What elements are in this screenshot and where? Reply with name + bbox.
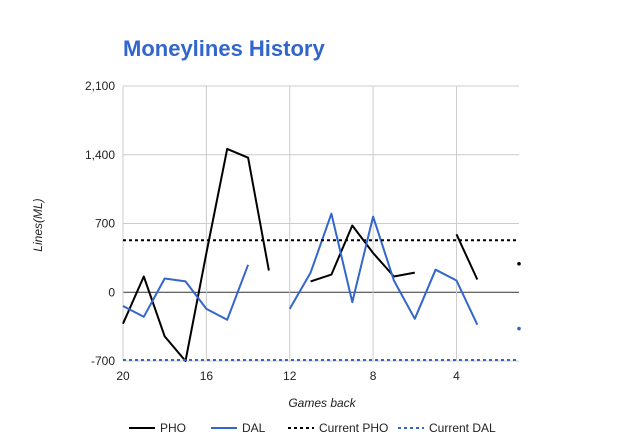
pho-line bbox=[122, 147, 270, 362]
x-axis-title: Games back bbox=[288, 396, 356, 410]
legend-label-current-dal: Current DAL bbox=[429, 421, 496, 435]
series-lines bbox=[122, 147, 521, 362]
legend-label-dal: DAL bbox=[242, 421, 266, 435]
x-tick-label: 16 bbox=[200, 369, 214, 383]
x-tick-label: 8 bbox=[370, 369, 377, 383]
legend-label-current-pho: Current PHO bbox=[319, 421, 388, 435]
x-tick-label: 4 bbox=[453, 369, 460, 383]
pho-point bbox=[517, 261, 521, 266]
chart-title: Moneylines History bbox=[123, 36, 325, 61]
y-axis-title: Lines(ML) bbox=[31, 198, 45, 251]
pho-line bbox=[455, 233, 479, 280]
dal-line bbox=[122, 264, 250, 321]
x-tick-label: 20 bbox=[116, 369, 130, 383]
legend: PHO DAL Current PHO Current DAL bbox=[129, 421, 496, 435]
y-tick-label: -700 bbox=[91, 354, 115, 368]
y-tick-label: 0 bbox=[108, 285, 115, 299]
y-tick-label: 1,400 bbox=[85, 148, 115, 162]
x-tick-label: 12 bbox=[283, 369, 297, 383]
dal-point bbox=[517, 326, 521, 331]
y-tick-label: 2,100 bbox=[85, 79, 115, 93]
grid bbox=[122, 85, 519, 362]
dal-line bbox=[288, 212, 479, 326]
tick-labels: -700 0 700 1,400 2,100 20 16 12 8 4 bbox=[85, 79, 460, 383]
y-tick-label: 700 bbox=[95, 217, 115, 231]
pho-line bbox=[310, 224, 415, 283]
legend-label-pho: PHO bbox=[160, 421, 186, 435]
